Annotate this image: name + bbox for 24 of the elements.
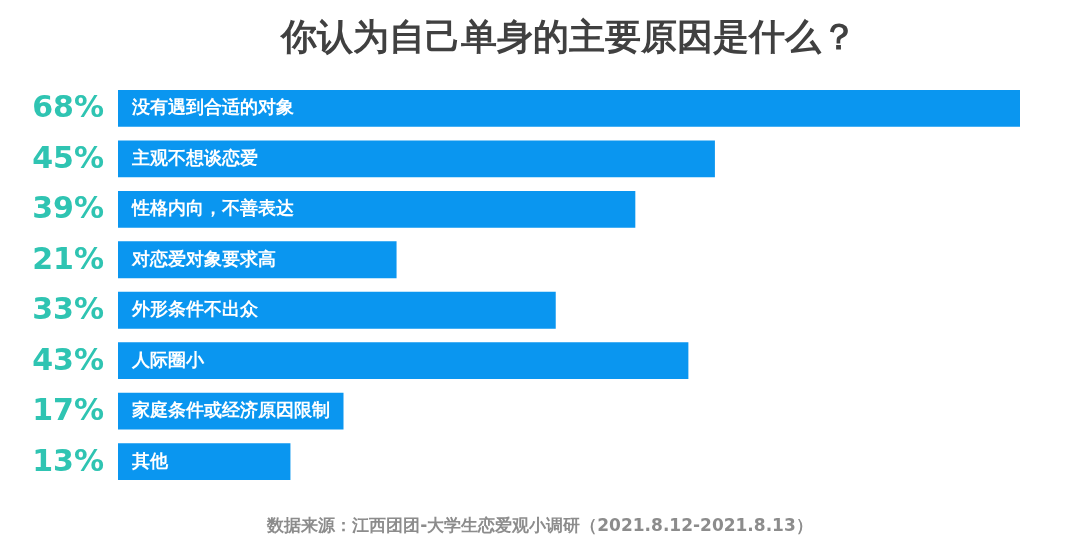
data-label: 45% — [32, 139, 104, 175]
data-label: 33% — [32, 291, 104, 327]
y-tick-label: 家庭条件或经济原因限制 — [131, 399, 330, 421]
bar — [118, 90, 1020, 127]
y-tick-label: 性格内向，不善表达 — [131, 197, 295, 219]
data-label: 43% — [32, 341, 104, 377]
data-label: 39% — [32, 190, 104, 226]
data-label: 21% — [32, 240, 104, 276]
y-tick-label: 对恋爱对象要求高 — [131, 247, 276, 269]
chart-title: 你认为自己单身的主要原因是什么？ — [279, 16, 857, 57]
data-label: 17% — [32, 392, 104, 428]
data-label: 13% — [32, 442, 104, 478]
y-tick-label: 人际圈小 — [131, 348, 205, 370]
bar — [118, 190, 636, 228]
source-note: 数据来源：江西团团-大学生恋爱观小调研（2021.8.12-2021.8.13） — [266, 514, 814, 537]
y-tick-label: 其他 — [131, 449, 169, 471]
bar — [118, 342, 689, 380]
y-tick-label: 主观不想谈恋爱 — [131, 146, 258, 168]
bar — [118, 291, 556, 329]
data-label: 68% — [32, 89, 104, 125]
y-tick-label: 没有遇到合适的对象 — [131, 96, 294, 118]
y-tick-label: 外形条件不出众 — [131, 298, 259, 320]
bar — [118, 443, 291, 480]
bar — [118, 140, 715, 178]
